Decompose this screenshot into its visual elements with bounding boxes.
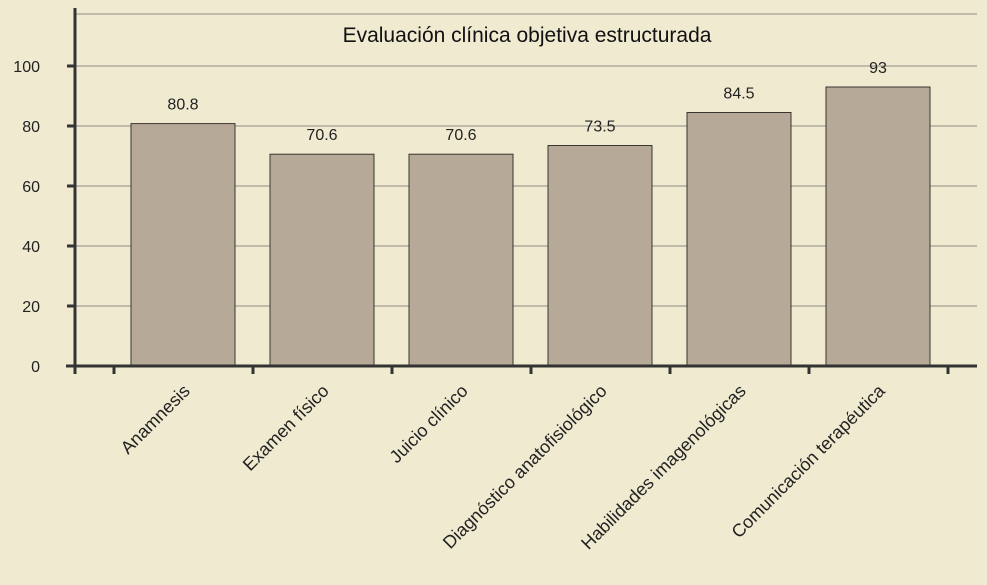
data-label: 70.6 <box>445 127 476 144</box>
axes-group <box>66 8 977 374</box>
bar <box>547 145 653 367</box>
bar <box>269 153 375 367</box>
y-tick-label: 40 <box>22 239 40 256</box>
data-label: 70.6 <box>306 127 337 144</box>
bars-group <box>130 86 931 367</box>
y-tick-label: 80 <box>22 119 40 136</box>
bar <box>408 153 514 367</box>
bar <box>825 86 931 367</box>
data-label: 80.8 <box>167 97 198 114</box>
y-tick-label: 60 <box>22 179 40 196</box>
y-tick-label: 20 <box>22 299 40 316</box>
bar <box>686 112 792 367</box>
data-label: 84.5 <box>723 86 754 103</box>
chart-title: Evaluación clínica objetiva estructurada <box>343 24 712 47</box>
data-labels: 80.8 70.6 70.6 73.5 84.5 93 <box>167 60 887 144</box>
y-tick-label: 0 <box>31 359 40 376</box>
y-tick-labels: 0 20 40 60 80 100 <box>13 59 40 376</box>
y-tick-label: 100 <box>13 59 40 76</box>
bar <box>130 123 236 367</box>
data-label: 93 <box>869 60 887 77</box>
data-label: 73.5 <box>584 119 615 136</box>
